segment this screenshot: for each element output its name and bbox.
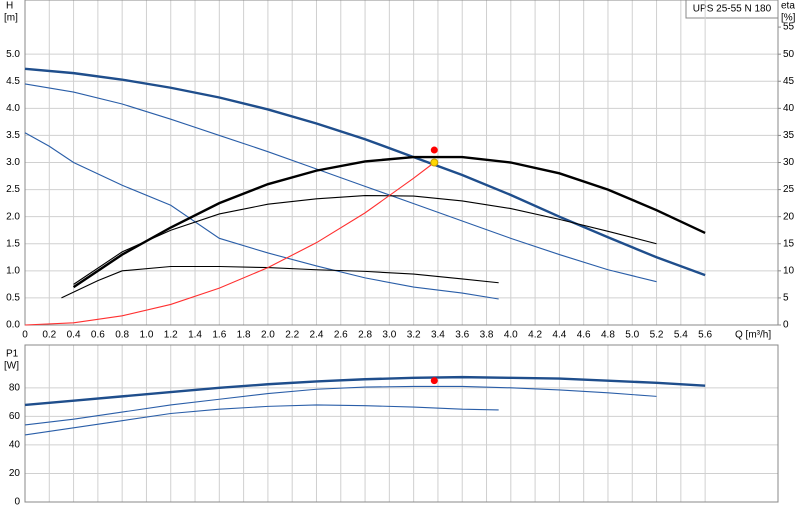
- y2-tick-label: 30: [783, 157, 795, 168]
- curve: [24, 375, 706, 407]
- y-tick-label: 0.0: [6, 320, 20, 331]
- y-tick-label: 3.5: [6, 130, 20, 141]
- y-unit: [m]: [4, 13, 18, 24]
- x-tick-label: 3.2: [407, 330, 421, 341]
- y2-tick-label: 15: [783, 238, 795, 249]
- y-label: P1: [6, 349, 19, 360]
- y2-label: eta: [781, 1, 795, 12]
- y-tick-label: 40: [9, 440, 21, 451]
- x-tick-label: 0: [22, 330, 28, 341]
- y-unit: [W]: [4, 361, 19, 372]
- y-tick-label: 20: [9, 468, 21, 479]
- y2-tick-label: 55: [783, 22, 795, 33]
- y-tick-label: 5.0: [6, 49, 20, 60]
- y-label: H: [6, 1, 13, 12]
- y2-tick-label: 35: [783, 130, 795, 141]
- x-tick-label: 1.4: [188, 330, 202, 341]
- x-tick-label: 1.2: [164, 330, 178, 341]
- x-tick-label: 4.6: [577, 330, 591, 341]
- x-tick-label: 1.8: [237, 330, 251, 341]
- x-tick-label: 3.4: [431, 330, 445, 341]
- x-tick-label: 5.6: [698, 330, 712, 341]
- x-tick-label: 4.8: [601, 330, 615, 341]
- x-label: Q [m³/h]: [735, 330, 771, 341]
- x-tick-label: 0.2: [42, 330, 56, 341]
- x-tick-label: 3.8: [480, 330, 494, 341]
- y2-tick-label: 45: [783, 76, 795, 87]
- x-tick-label: 2.4: [310, 330, 324, 341]
- x-tick-label: 2.0: [261, 330, 275, 341]
- curve: [24, 83, 657, 283]
- y2-tick-label: 20: [783, 211, 795, 222]
- y-tick-label: 2.0: [6, 211, 20, 222]
- curve: [72, 155, 706, 289]
- y-tick-label: 4.0: [6, 103, 20, 114]
- y-tick-label: 60: [9, 411, 21, 422]
- x-tick-label: 1.6: [212, 330, 226, 341]
- x-tick-label: 2.6: [334, 330, 348, 341]
- operating-point: [430, 146, 438, 154]
- y-tick-label: 4.5: [6, 76, 20, 87]
- y-tick-label: 2.5: [6, 184, 20, 195]
- y-tick-label: 3.0: [6, 157, 20, 168]
- plot-frame: [24, 344, 779, 503]
- operating-point: [430, 377, 438, 385]
- x-tick-label: 3.0: [382, 330, 396, 341]
- curve: [24, 404, 499, 436]
- x-tick-label: 5.4: [674, 330, 688, 341]
- x-tick-label: 3.6: [455, 330, 469, 341]
- y2-tick-label: 10: [783, 265, 795, 276]
- x-tick-label: 2.8: [358, 330, 372, 341]
- y2-tick-label: 25: [783, 184, 795, 195]
- x-tick-label: 2.2: [285, 330, 299, 341]
- x-tick-label: 5.0: [625, 330, 639, 341]
- chart-title: UPS 25-55 N 180: [693, 4, 772, 15]
- y2-unit: [%]: [781, 13, 796, 24]
- curve: [73, 194, 657, 285]
- y2-tick-label: 50: [783, 49, 795, 60]
- y-tick-label: 1.5: [6, 238, 20, 249]
- x-tick-label: 0.6: [91, 330, 105, 341]
- y-tick-label: 1.0: [6, 265, 20, 276]
- curve: [24, 132, 499, 300]
- curve: [24, 385, 657, 426]
- y-tick-label: 80: [9, 382, 21, 393]
- x-tick-label: 0.4: [67, 330, 81, 341]
- y2-tick-label: 5: [783, 293, 789, 304]
- y-tick-label: 0.5: [6, 293, 20, 304]
- x-tick-label: 1.0: [139, 330, 153, 341]
- x-tick-label: 4.0: [504, 330, 518, 341]
- operating-point: [430, 158, 439, 167]
- x-tick-label: 0.8: [115, 330, 129, 341]
- plot-frame: [24, 0, 779, 326]
- x-tick-label: 4.4: [552, 330, 566, 341]
- y2-tick-label: 0: [783, 320, 789, 331]
- x-tick-label: 5.2: [650, 330, 664, 341]
- y2-tick-label: 40: [783, 103, 795, 114]
- curve: [24, 162, 435, 326]
- y-tick-label: 0: [14, 497, 20, 508]
- curve: [24, 67, 706, 277]
- x-tick-label: 4.2: [528, 330, 542, 341]
